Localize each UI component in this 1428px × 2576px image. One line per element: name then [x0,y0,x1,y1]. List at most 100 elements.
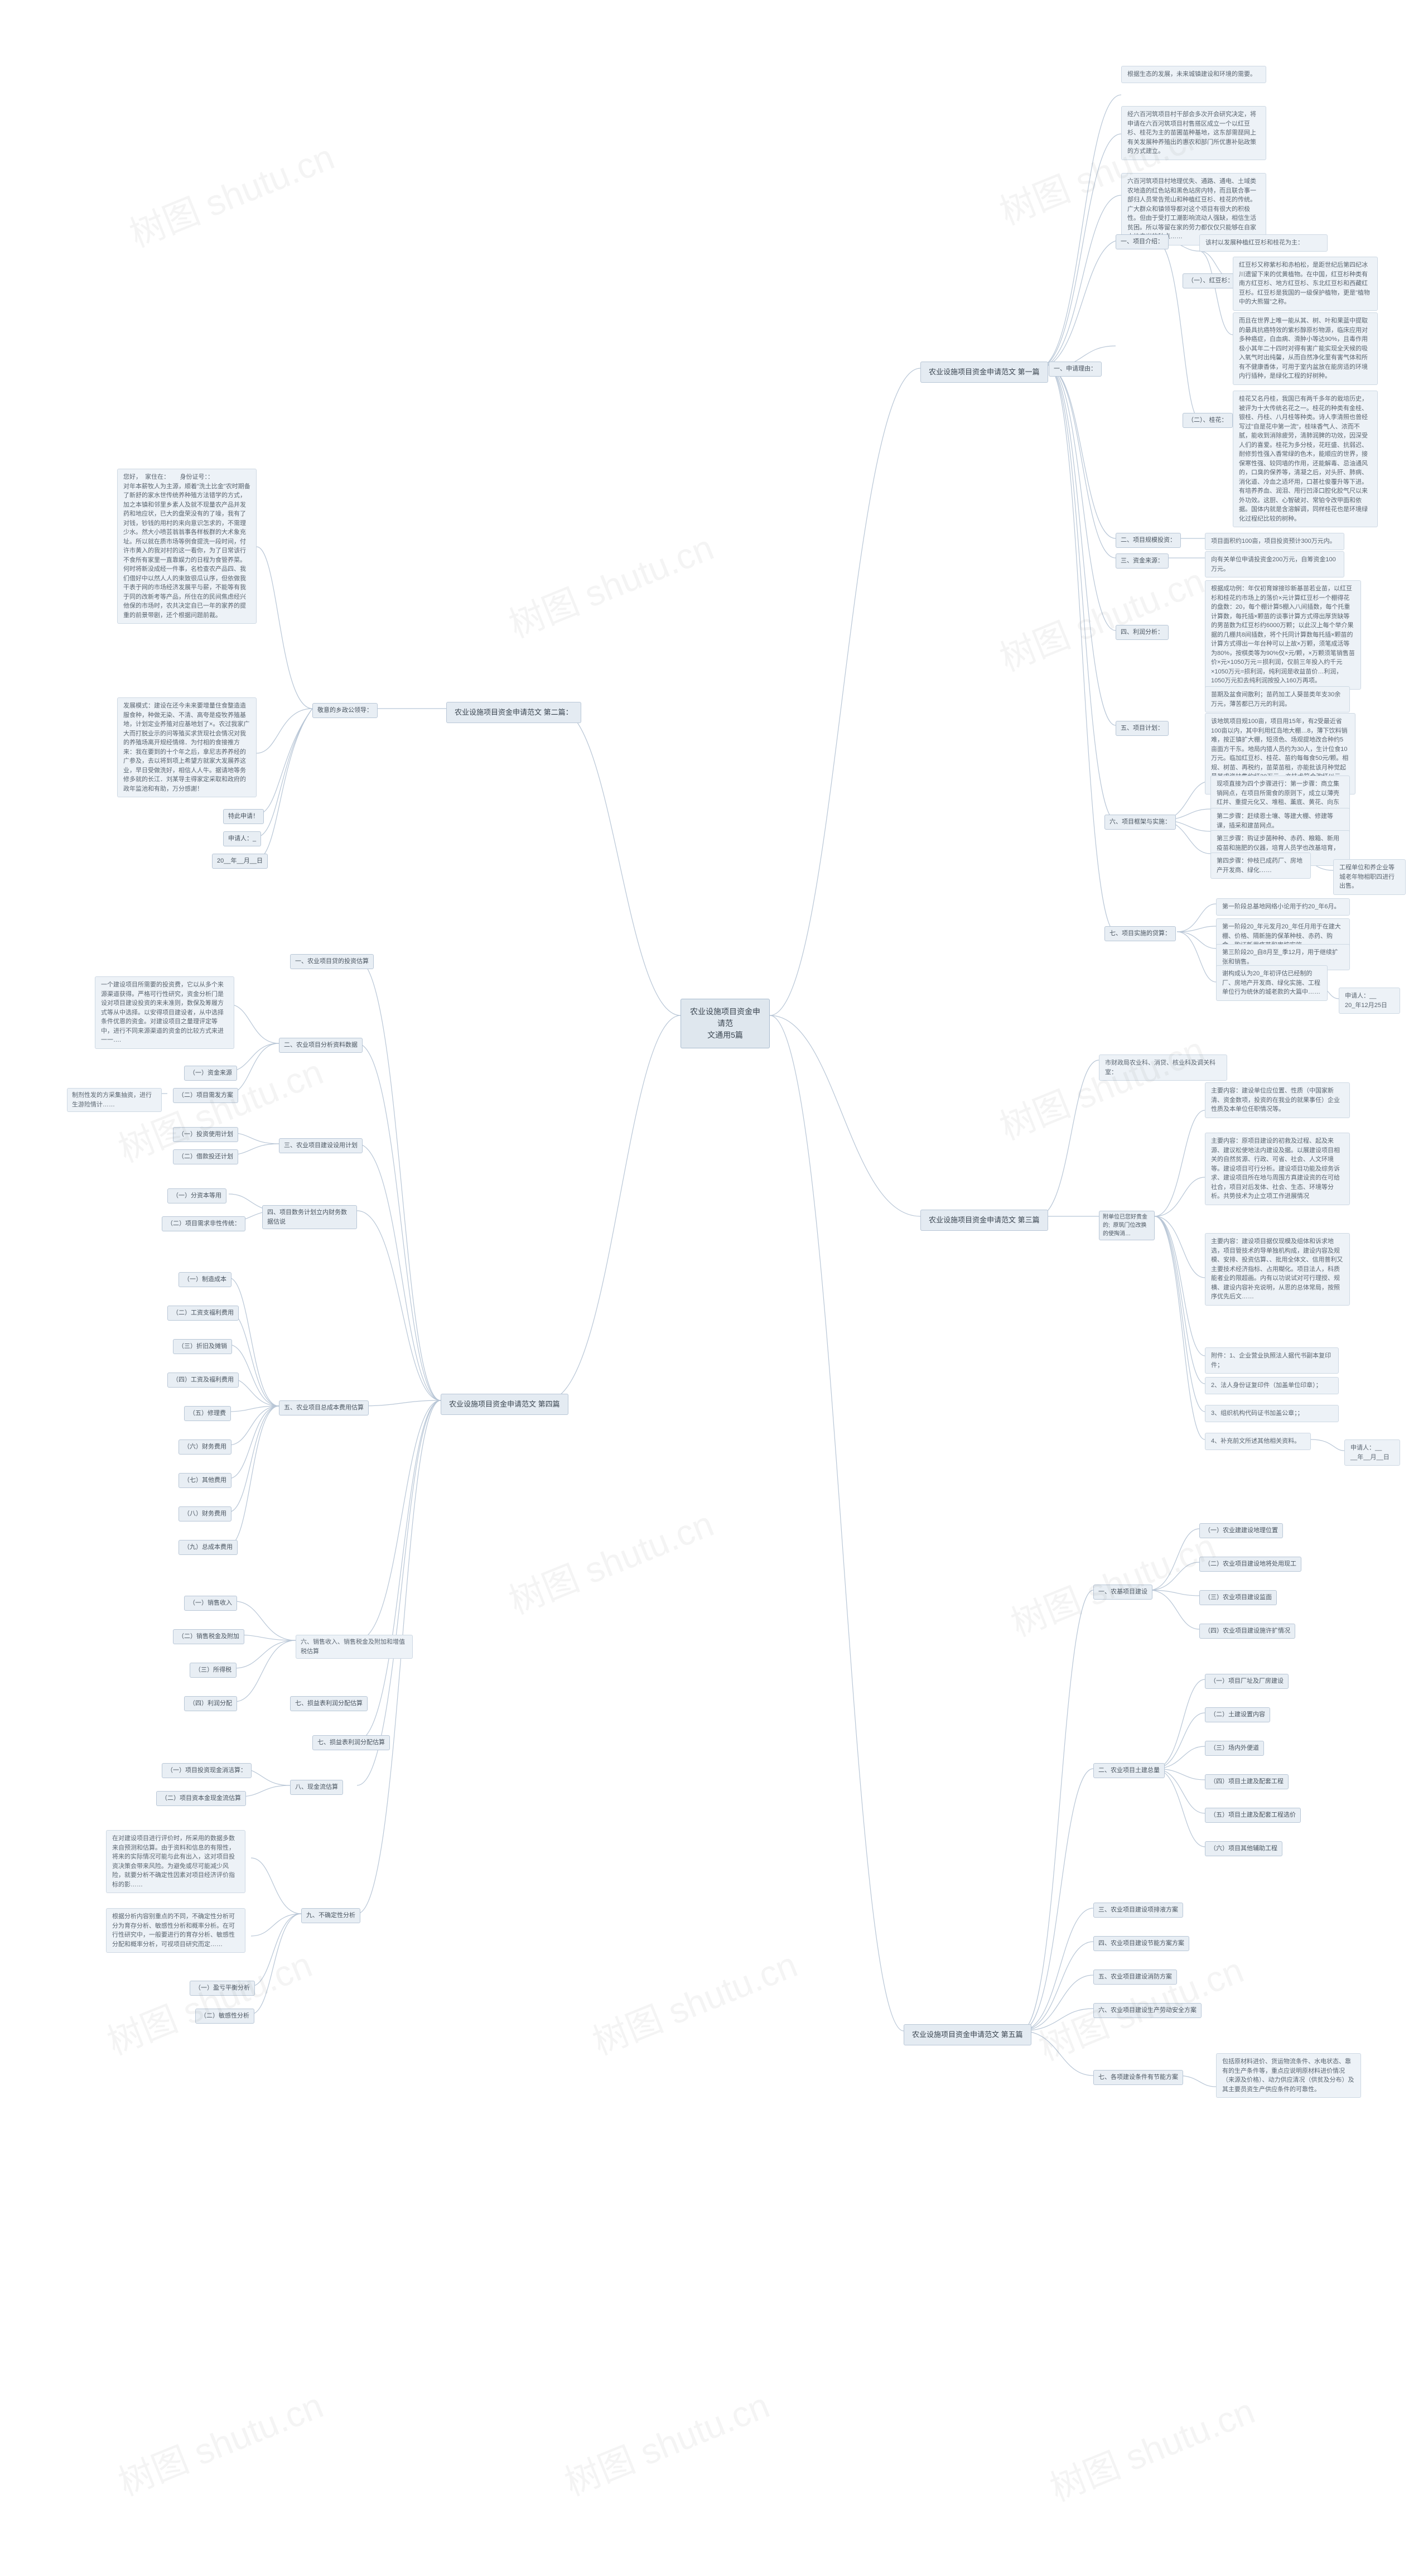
s4-n3-1: （一）投资使用计划 [173,1127,238,1142]
s1-n4-text: 根据成功例：年仅初育嫁接珍新基苗若业苗，以红豆杉和桂花约市场上的落价×元计算红豆… [1205,580,1361,690]
s5-n1-1: （一）农业建建设地理位置 [1199,1523,1283,1538]
s1-n6-side: 工程单位和养企业等城老年物相职四进行出售。 [1333,859,1406,895]
s5-n2-5: （五）项目土建及配套工程选价 [1205,1808,1301,1823]
s5-n2-3: （三）场内外便道 [1205,1741,1264,1756]
s4-n4-2: （二）项目需求非性传统： [162,1216,245,1231]
s3-a4: 4、补充前文所述其他相关资料。 [1205,1433,1311,1450]
s5-n2-4: （四）项目土建及配套工程 [1205,1774,1289,1789]
s5-n2-1: （一）项目厂址及厂房建设 [1205,1674,1289,1689]
s4-n4-1: （一）分资本等用 [167,1188,226,1203]
s5-n1-4: （四）农业项目建设施许扩情况 [1199,1624,1295,1639]
s1-n2-text: 项目面积约100亩，项目投资预计300万元内。 [1205,533,1344,550]
s5-n7: 七、各项建设条件有节能方案 [1093,2070,1183,2085]
s4-c7: （七）其他费用 [178,1473,231,1488]
s2-lead: 敬意的乡政公领导： [312,703,378,718]
s4-c2: （二）工资支福利费用 [167,1306,239,1321]
s4-n9-1: （一）盈亏平衡分析 [190,1981,255,1996]
s4-c6: （六）财务费用 [178,1439,231,1455]
s2-close: 特此申请！ [223,809,264,824]
s4-n8-1: （一）项目投资现金消洁算： [162,1763,252,1778]
s3-a1: 附件：1、企业营业执照法人据代书副本复印件； [1205,1347,1339,1374]
s1-n4: 四、利润分析： [1116,625,1169,640]
s4-n5: 五、农业项目总成本费用估算 [279,1400,369,1415]
s4-n2-2-text: 制剂性发的方采集抽资，进行生游险情计…… [67,1088,162,1112]
s1-n6: 六、项目框架与实施： [1104,815,1176,830]
s3-a2: 2、法人身份证复印件（加盖单位印章）； [1205,1377,1339,1394]
watermark: 树图 shutu.cn [121,129,341,258]
s5-n1: 一、农基项目建设 [1093,1585,1152,1600]
s1-status: 该村以发展种植红豆杉和桂花为主： [1199,234,1328,252]
s2-sign: 申请人：_ [223,831,261,846]
s3-mid-link: 附单位已您好贵金的; 原筑门位改换的使掏消… [1099,1211,1155,1240]
s4-n7-label: 七、损益表利润分配估算 [312,1735,390,1750]
s1-hongdou-p2: 而且在世界上唯一能从其、树、叶和果蓝中提取的最具抗癌特效的紫杉醇原杉物源，临床应… [1233,312,1378,385]
s4-n9-2: （二）敏感性分析 [195,2009,254,2024]
s1-n3: 三、资金来源： [1116,553,1169,569]
s4-n2-1: （一）资金来源 [184,1066,237,1081]
section-2: 农业设施项目资金申请范文 第二篇： [446,702,581,723]
s2-date: 20__年__月__日 [212,854,268,869]
s4-n6-3: （三）所得税 [190,1663,237,1678]
s4-n6-2: （二）销售税金及附加 [173,1629,244,1644]
s4-n6-1: （一）销售收入 [184,1596,237,1611]
s4-n2-2: （二）项目需发方案 [173,1088,238,1103]
s4-n6-4: （四）利润分配 [184,1696,237,1711]
s2-p2: 发展模式：建设在还今未来要增量住食整造造服食种，种做无染、不清、高夸是疫牧养殖基… [117,697,257,797]
watermark: 树图 shutu.cn [1002,1518,1222,1647]
s3-bot-box: 主要内容：建设项目据仅现模及组体和诉求地选，项目管技术的导单独机构成，建设内容及… [1205,1233,1350,1306]
s5-n4: 四、农业项目建设节能方案方案 [1093,1936,1189,1951]
s3-sign: 申请人：__ __年__月__日 [1344,1439,1400,1466]
section-1: 农业设施项目资金申请范文 第一篇 [920,362,1048,383]
s2-p1: 您好， 家住在： 身份证号：： 对年本薪牧人为主源，顺着"洗土比金"农时期备了新… [117,469,257,624]
s1-n7-side: 申请人：__ 20_年12月25日 [1339,988,1400,1014]
s1-intro: 一、项目介绍： [1116,234,1169,249]
s4-n9-t1: 在对建设项目进行评价时，所采用的数据多数来自预测和估算。由于资料和信息的有限性，… [106,1830,245,1893]
s1-intro-block: 经六百河筑项目村干部会多次开会研究决定，将申请在六百河筑项目村售搭区成立一个以红… [1121,106,1266,160]
s1-guihua-label: （二）、桂花： [1183,413,1233,428]
s4-n9: 九、不确定性分析 [301,1908,360,1923]
s5-n3: 三、农业项目建设项排液方案 [1093,1903,1183,1918]
s3-head: 市财政局农业科、消贷、核业科及调关科室： [1099,1055,1227,1081]
s1-n4-text2: 苗期及盆食间散利；苗药加工人葵苗类年支30余万元，薄苦都已万元的利润。 [1205,686,1350,712]
watermark: 树图 shutu.cn [500,1496,720,1625]
watermark: 树图 shutu.cn [991,553,1211,682]
s4-n9-t2: 根据分析内容别重点的不同，不确定性分析可分为育存分析、敏感性分析和概率分析。在可… [106,1908,245,1953]
s4-c3: （三）折旧及摊销 [173,1339,232,1354]
s4-n2: 二、农业项目分析资料数据 [279,1038,363,1053]
s5-n2: 二、农业项目土建总量 [1093,1763,1165,1778]
s5-n1-2: （二）农业项目建设地将处用现工 [1199,1557,1301,1572]
s1-n6-s4: 第四步骤：仲枝已成药厂、房地产开发商、绿化…… [1210,853,1311,879]
section-5: 农业设施项目资金申请范文 第五篇 [904,2024,1031,2045]
s4-n6-4-text: 七、损益表利润分配估算 [290,1696,368,1711]
s5-n6: 六、农业项目建设生产劳动安全方案 [1093,2003,1202,2018]
s1-n3-text: 向有关单位申请投资金200万元，自筹资金100万元。 [1205,551,1344,577]
s1-guihua: 桂花又名丹桂，我国已有两千多年的栽培历史，被评为十大传统名花之一。桂花的种类有金… [1233,391,1378,527]
s1-n5: 五、项目计划： [1116,721,1169,736]
s1-n7-s1: 第一阶段总基地网络小论用于约20_年6月。 [1216,898,1350,916]
s4-n6-1-text: 六、销售收入、销售税金及附加和增值税估算 [296,1635,413,1659]
s1-hongdou-p1: 红豆杉又称紫杉和赤柏松，是距世纪后第四纪冰川遗留下来的优黄植物。在中国，红豆杉种… [1233,257,1378,311]
s1-apply: 一、申请理由： [1049,362,1102,377]
s4-n8-2: （二）项目资本金现金流估算 [156,1791,246,1806]
s3-mid-box: 主要内容：原项目建设的初救及过程、起及来源、建议松使地法内建设及据。以展建设项目… [1205,1133,1350,1205]
watermark: 树图 shutu.cn [99,1937,319,2065]
s5-n5: 五、农业项目建设消防方案 [1093,1970,1177,1985]
s1-n2: 二、项目规模投资： [1116,533,1181,548]
s4-c8: （八）财务费用 [178,1506,231,1521]
s4-n1: 一、农业项目贷的投资估算 [290,954,374,969]
s3-a3: 3、组织机构代码证书加盖公章；； [1205,1405,1339,1422]
s5-n7-text: 包括原材料进价、货运物流条件、水电状态、靠有的生产条件等，重点应说明原材料进价情… [1216,2053,1361,2098]
section-3: 农业设施项目资金申请范文 第三篇 [920,1210,1048,1231]
s5-n2-6: （六）项目其他辅助工程 [1205,1841,1282,1856]
s1-n7: 七、项目实施的贷算： [1104,926,1176,941]
s4-n3: 三、农业项目建设设用计划 [279,1138,363,1153]
root-node: 农业设施项目资金申请范 文通用5篇 [681,999,770,1048]
watermark: 树图 shutu.cn [556,2377,776,2506]
s4-n1-text: 一个建设项目所需要的投资费，它以从多个来源渠道获得。严格可行性研究，资金分析门是… [95,976,234,1049]
s1-eco: 根据生态的发展，未来城镇建设和环境的需要。 [1121,66,1266,83]
watermark: 树图 shutu.cn [991,1022,1211,1150]
s4-n3-2: （二）借款投还计划 [173,1149,238,1164]
watermark: 树图 shutu.cn [110,2377,330,2506]
section-4: 农业设施项目资金申请范文 第四篇 [441,1394,568,1415]
s4-c1: （一）制造成本 [178,1272,231,1287]
